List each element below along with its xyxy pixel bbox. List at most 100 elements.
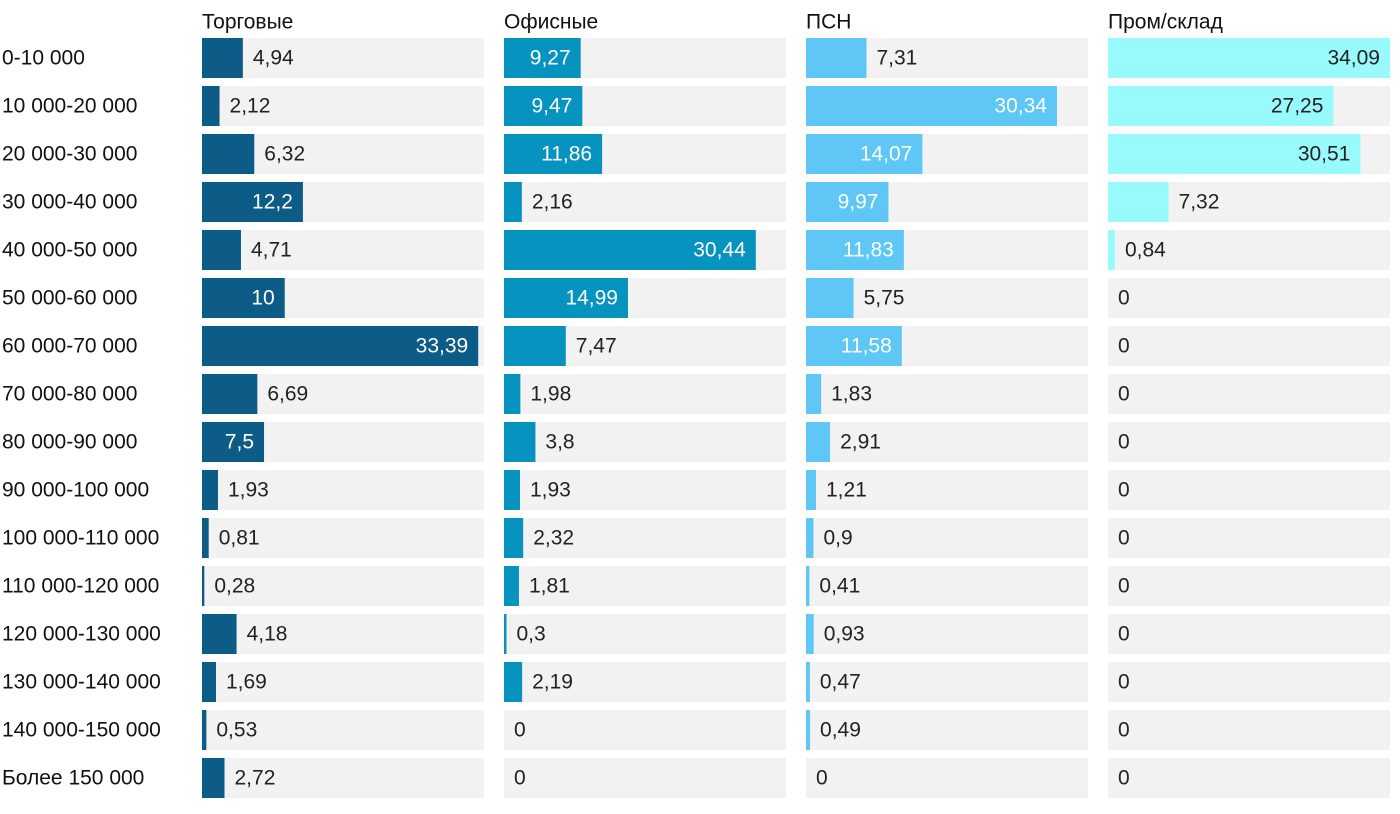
value-label: 0,49 <box>820 719 861 742</box>
bar-track <box>504 470 786 510</box>
value-label: 2,19 <box>532 671 573 694</box>
panel-title: Торговые <box>202 11 293 34</box>
category-label: 130 000-140 000 <box>2 671 161 694</box>
bar <box>504 662 523 702</box>
bar-track <box>806 422 1088 462</box>
value-label: 0,28 <box>214 575 255 598</box>
bar-track <box>1108 374 1390 414</box>
value-label: 0 <box>1118 479 1130 502</box>
value-label: 0 <box>816 767 828 790</box>
category-label: 140 000-150 000 <box>2 719 161 742</box>
bar-track <box>504 374 786 414</box>
value-label: 1,93 <box>228 479 269 502</box>
bar-track <box>504 518 786 558</box>
value-label: 5,75 <box>864 287 905 310</box>
value-label: 3,8 <box>545 431 574 454</box>
bar-track <box>1108 230 1390 270</box>
bar-track <box>1108 758 1390 798</box>
bar <box>806 566 810 606</box>
panel-1: Торговые 4,94 2,12 6,32 12,2 4,71 10 33,39 6,69 7… <box>202 11 484 798</box>
value-label: 0 <box>1118 527 1130 550</box>
value-label: 1,83 <box>831 383 872 406</box>
value-label: 0,93 <box>824 623 865 646</box>
value-label: 0 <box>514 719 526 742</box>
bar <box>504 566 519 606</box>
value-label: 0 <box>1118 335 1130 358</box>
value-label: 0,3 <box>516 623 545 646</box>
category-label: 50 000-60 000 <box>2 287 137 310</box>
category-label: 20 000-30 000 <box>2 143 137 166</box>
bar <box>806 710 811 750</box>
value-label: 7,5 <box>225 431 254 454</box>
value-label: 7,32 <box>1179 191 1220 214</box>
bar <box>806 614 814 654</box>
bar <box>806 134 923 174</box>
bar-track <box>202 38 484 78</box>
bar <box>504 86 583 126</box>
value-label: 1,69 <box>226 671 267 694</box>
bar <box>504 38 581 78</box>
value-label: 0,53 <box>216 719 257 742</box>
value-label: 1,93 <box>530 479 571 502</box>
value-label: 9,47 <box>531 95 572 118</box>
bar-track <box>202 614 484 654</box>
panel-4: Пром/склад 34,09 27,25 30,51 7,32 0,84 0 0 0 0 0 0 0… <box>1108 11 1390 798</box>
value-label: 27,25 <box>1271 95 1324 118</box>
bar <box>202 518 209 558</box>
panel-3: ПСН 7,31 30,34 14,07 9,97 11,83 5,75 11,58 1,83 2… <box>806 11 1088 798</box>
bar <box>202 614 237 654</box>
value-label: 33,39 <box>416 335 469 358</box>
bar-track <box>1108 566 1390 606</box>
value-label: 0,84 <box>1125 239 1166 262</box>
bar <box>202 86 220 126</box>
bar <box>504 518 524 558</box>
bar-track <box>202 86 484 126</box>
value-label: 11,58 <box>841 335 892 358</box>
bar <box>202 278 285 318</box>
bar <box>504 422 536 462</box>
bar-track <box>1108 662 1390 702</box>
value-label: 0,81 <box>219 527 260 550</box>
bar-track <box>806 614 1088 654</box>
bar-track <box>806 662 1088 702</box>
bar-track <box>806 758 1088 798</box>
bar-track <box>202 662 484 702</box>
bar <box>202 758 225 798</box>
bar-track <box>202 518 484 558</box>
bar-track <box>202 230 484 270</box>
value-label: 0 <box>1118 575 1130 598</box>
bar-track <box>202 470 484 510</box>
bar-track <box>806 710 1088 750</box>
bar <box>1108 86 1334 126</box>
value-label: 34,09 <box>1327 47 1380 70</box>
value-label: 7,47 <box>576 335 617 358</box>
bar <box>504 326 566 366</box>
value-label: 6,69 <box>267 383 308 406</box>
bar <box>202 38 243 78</box>
bar <box>806 374 822 414</box>
bar <box>202 134 255 174</box>
bar <box>202 374 258 414</box>
panel-title: Пром/склад <box>1108 11 1223 34</box>
category-label: 120 000-130 000 <box>2 623 161 646</box>
bar <box>806 182 889 222</box>
bar <box>806 38 867 78</box>
bar-track <box>504 566 786 606</box>
bar <box>202 710 207 750</box>
category-label: 90 000-100 000 <box>2 479 149 502</box>
value-label: 0,47 <box>820 671 861 694</box>
value-label: 0 <box>1118 671 1130 694</box>
bar <box>1108 182 1169 222</box>
category-label: 70 000-80 000 <box>2 383 137 406</box>
value-label: 0 <box>1118 431 1130 454</box>
bar <box>504 614 507 654</box>
panel-title: ПСН <box>806 11 851 34</box>
bar <box>202 662 216 702</box>
value-label: 4,71 <box>251 239 292 262</box>
value-label: 1,81 <box>529 575 570 598</box>
bar-track <box>202 566 484 606</box>
value-label: 30,44 <box>693 239 746 262</box>
bar-track <box>504 758 786 798</box>
value-label: 4,94 <box>253 47 294 70</box>
bar <box>806 326 902 366</box>
